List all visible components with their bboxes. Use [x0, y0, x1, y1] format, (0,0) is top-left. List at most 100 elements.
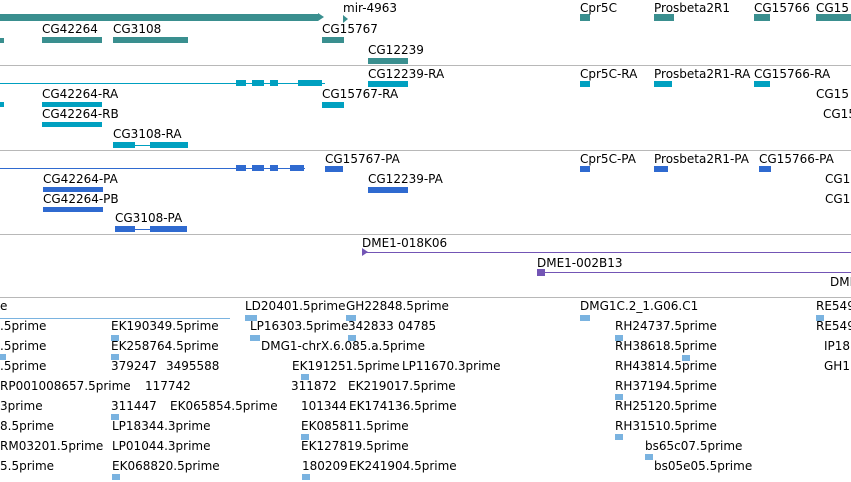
transcript-exon[interactable] [322, 102, 344, 108]
est-feature[interactable] [682, 355, 690, 361]
est-label[interactable]: RH37194.5prime [615, 379, 717, 393]
gene-feature-bar[interactable] [754, 14, 770, 21]
est-label[interactable]: RP001008657.5prime [0, 379, 131, 393]
protein-label[interactable]: CG3108-PA [115, 211, 183, 225]
transcript-label[interactable]: CG42264-RB [42, 107, 119, 121]
transcript-exon[interactable] [252, 80, 264, 86]
est-feature[interactable] [111, 354, 119, 360]
gene-label[interactable]: CG15766 [754, 1, 810, 15]
protein-label[interactable]: Cpr5C-PA [580, 152, 636, 166]
gene-label[interactable]: CG3108 [113, 22, 162, 36]
est-feature[interactable] [112, 474, 120, 480]
transcript-label[interactable]: Cpr5C-RA [580, 67, 638, 81]
est-label[interactable]: 101344 [301, 399, 347, 413]
protein-label[interactable]: CG1 [825, 172, 851, 186]
transcript-exon[interactable] [113, 142, 135, 148]
est-label[interactable]: EK241904.5prime [349, 459, 457, 473]
gene-feature-bar[interactable] [42, 37, 102, 43]
protein-exon[interactable] [236, 165, 246, 171]
est-label[interactable]: 342833 [348, 319, 394, 333]
gene-label[interactable]: CG42264 [42, 22, 98, 36]
bac-label[interactable]: DME1-002B13 [537, 256, 623, 270]
est-label[interactable]: EK068820.5prime [112, 459, 220, 473]
protein-exon[interactable] [115, 226, 135, 232]
est-label[interactable]: LP18344.3prime [112, 419, 211, 433]
transcript-exon[interactable] [150, 142, 188, 148]
est-feature[interactable] [111, 414, 119, 420]
est-label[interactable]: 311447 [111, 399, 157, 413]
bac-line[interactable] [537, 272, 851, 273]
est-label[interactable]: 3495588 [166, 359, 220, 373]
transcript-label[interactable]: CG15767-RA [322, 87, 399, 101]
est-label[interactable]: LP01044.3prime [112, 439, 211, 453]
est-label[interactable]: RH24737.5prime [615, 319, 717, 333]
transcript-exon[interactable] [42, 122, 102, 127]
transcript-exon[interactable] [236, 80, 246, 86]
est-label[interactable]: GH1 [824, 359, 850, 373]
est-feature[interactable] [816, 315, 824, 321]
protein-label[interactable]: Prosbeta2R1-PA [654, 152, 749, 166]
protein-label[interactable]: CG1 [825, 192, 851, 206]
est-label[interactable]: GH22848.5prime [346, 299, 449, 313]
est-label[interactable]: .5prime [0, 359, 47, 373]
gene-label[interactable]: CG12239 [368, 43, 424, 57]
est-label[interactable]: EK191251.5prime [292, 359, 400, 373]
est-label[interactable]: RH43814.5prime [615, 359, 717, 373]
est-label[interactable]: RH38618.5prime [615, 339, 717, 353]
protein-exon[interactable] [368, 187, 408, 193]
protein-exon[interactable] [654, 166, 668, 172]
est-label[interactable]: 379247 [111, 359, 157, 373]
transcript-exon[interactable] [298, 80, 322, 86]
transcript-exon[interactable] [0, 102, 4, 107]
transcript-label[interactable]: CG15766-RA [754, 67, 831, 81]
est-feature[interactable] [615, 434, 623, 440]
est-label[interactable]: EK258764.5prime [111, 339, 219, 353]
est-label[interactable]: bs65c07.5prime [645, 439, 743, 453]
transcript-label[interactable]: CG3108-RA [113, 127, 182, 141]
transcript-exon[interactable] [580, 81, 590, 87]
protein-exon[interactable] [325, 166, 343, 172]
est-feature[interactable] [348, 335, 356, 341]
protein-exon[interactable] [150, 226, 187, 232]
transcript-exon[interactable] [654, 81, 672, 87]
gene-label[interactable]: CG15 [816, 1, 849, 15]
est-label[interactable]: .5prime [0, 319, 47, 333]
bac-label[interactable]: DME [830, 275, 851, 289]
transcript-label[interactable]: CG15 [816, 87, 849, 101]
est-label[interactable]: EK190349.5prime [111, 319, 219, 333]
transcript-label[interactable]: CG42264-RA [42, 87, 119, 101]
gene-feature-bar[interactable] [0, 38, 4, 43]
est-feature[interactable] [250, 335, 260, 341]
est-feature[interactable] [245, 315, 257, 321]
est-feature[interactable] [615, 394, 623, 400]
est-label[interactable]: DMG1C.2_1.G06.C1 [580, 299, 699, 313]
est-label[interactable]: 117742 [145, 379, 191, 393]
protein-label[interactable]: CG15766-PA [759, 152, 834, 166]
bac-label[interactable]: DME1-018K06 [362, 236, 448, 250]
protein-exon[interactable] [290, 165, 304, 171]
est-feature[interactable] [0, 354, 6, 360]
gene-label[interactable]: Cpr5C [580, 1, 617, 15]
protein-exon[interactable] [580, 166, 590, 172]
gene-feature-bar[interactable] [113, 37, 188, 43]
est-label[interactable]: LP11670.3prime [402, 359, 501, 373]
est-label[interactable]: EK174136.5prime [349, 399, 457, 413]
est-feature[interactable] [301, 374, 309, 380]
est-label[interactable]: LD20401.5prime [245, 299, 346, 313]
est-label[interactable]: DMG1-chrX.6.085.a.5prime [261, 339, 425, 353]
est-label[interactable]: IP18 [824, 339, 851, 353]
gene-feature-bar[interactable] [816, 14, 851, 21]
protein-label[interactable]: CG12239-PA [368, 172, 443, 186]
est-label[interactable]: LP16303.5prime [250, 319, 349, 333]
transcript-label[interactable]: CG12239-RA [368, 67, 445, 81]
est-label[interactable]: 311872 [291, 379, 337, 393]
est-label[interactable]: e [0, 299, 8, 313]
est-label[interactable]: RE549 [816, 299, 851, 313]
est-label[interactable]: 5.5prime [0, 459, 55, 473]
est-label[interactable]: RM03201.5prime [0, 439, 104, 453]
est-label[interactable]: 8.5prime [0, 419, 55, 433]
protein-exon[interactable] [270, 165, 278, 171]
transcript-exon[interactable] [368, 81, 408, 87]
gene-feature-bar[interactable] [580, 14, 590, 21]
